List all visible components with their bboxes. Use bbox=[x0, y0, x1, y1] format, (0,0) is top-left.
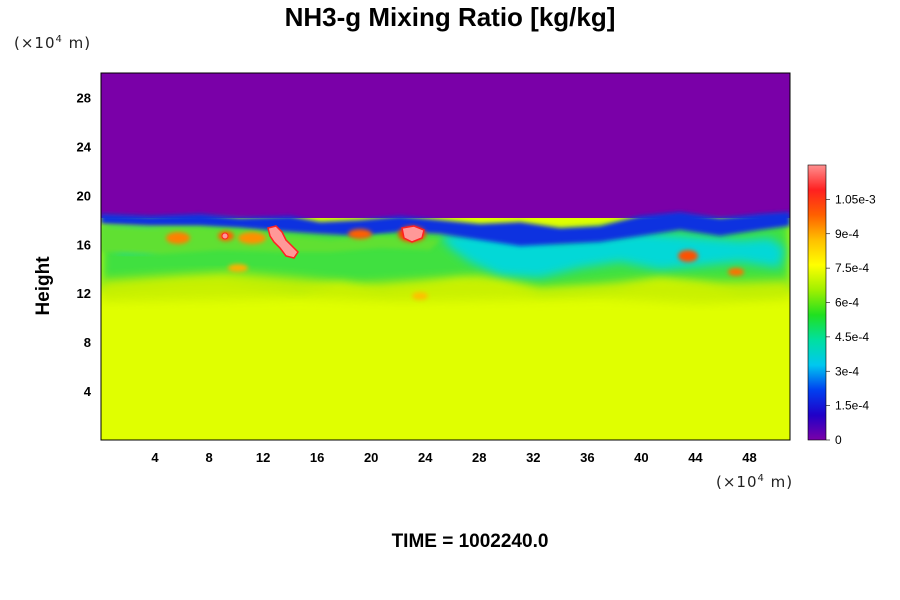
x-tick-label: 12 bbox=[256, 450, 270, 465]
colorbar: 0 1.5e-4 3e-4 4.5e-4 6e-4 7.5e-4 9e-4 1.05e-3 bbox=[807, 164, 876, 447]
y-tick-label: 28 bbox=[77, 90, 91, 105]
colorbar-ticks: 0 1.5e-4 3e-4 4.5e-4 6e-4 7.5e-4 9e-4 1.05e-3 bbox=[826, 192, 876, 447]
colorbar-tick-label: 1.05e-3 bbox=[835, 192, 876, 206]
colorbar-tick-label: 6e-4 bbox=[835, 296, 859, 310]
x-tick-label: 8 bbox=[205, 450, 212, 465]
upper-layer-field bbox=[101, 73, 790, 218]
x-tick-label: 20 bbox=[364, 450, 378, 465]
y-tick-label: 8 bbox=[84, 335, 91, 350]
colorbar-tick-label: 4.5e-4 bbox=[835, 330, 869, 344]
plot-frame bbox=[100, 72, 791, 441]
x-tick-label: 4 bbox=[151, 450, 159, 465]
x-axis-unit: (×104 m) bbox=[716, 473, 794, 491]
colorbar-tick-label: 7.5e-4 bbox=[835, 261, 869, 275]
x-tick-label: 36 bbox=[580, 450, 594, 465]
x-tick-label: 40 bbox=[634, 450, 648, 465]
x-tick-label: 44 bbox=[688, 450, 703, 465]
peak-regions bbox=[221, 225, 425, 259]
y-tick-label: 20 bbox=[77, 188, 91, 203]
y-tick-label: 24 bbox=[77, 139, 92, 154]
x-axis-ticks: 4 8 12 16 20 24 28 32 36 40 44 48 bbox=[151, 450, 756, 465]
y-axis-ticks: 4 8 12 16 20 24 28 bbox=[77, 90, 92, 399]
colorbar-tick-label: 1.5e-4 bbox=[835, 399, 869, 413]
y-tick-label: 12 bbox=[77, 286, 91, 301]
x-tick-label: 16 bbox=[310, 450, 324, 465]
colorbar-gradient bbox=[807, 164, 827, 441]
x-tick-label: 28 bbox=[472, 450, 486, 465]
colorbar-tick-label: 0 bbox=[835, 433, 842, 447]
y-axis-unit: (×104 m) bbox=[14, 34, 92, 52]
chart-title: NH3-g Mixing Ratio [kg/kg] bbox=[284, 2, 616, 32]
x-tick-label: 48 bbox=[742, 450, 756, 465]
x-tick-label: 32 bbox=[526, 450, 540, 465]
colorbar-tick-label: 3e-4 bbox=[835, 364, 859, 378]
heatmap-field bbox=[101, 73, 790, 440]
y-tick-label: 16 bbox=[77, 237, 91, 252]
y-tick-label: 4 bbox=[84, 384, 92, 399]
x-tick-label: 24 bbox=[418, 450, 433, 465]
colorbar-tick-label: 9e-4 bbox=[835, 227, 859, 241]
boundary-blue bbox=[101, 212, 790, 246]
time-label: TIME = 1002240.0 bbox=[391, 531, 549, 552]
